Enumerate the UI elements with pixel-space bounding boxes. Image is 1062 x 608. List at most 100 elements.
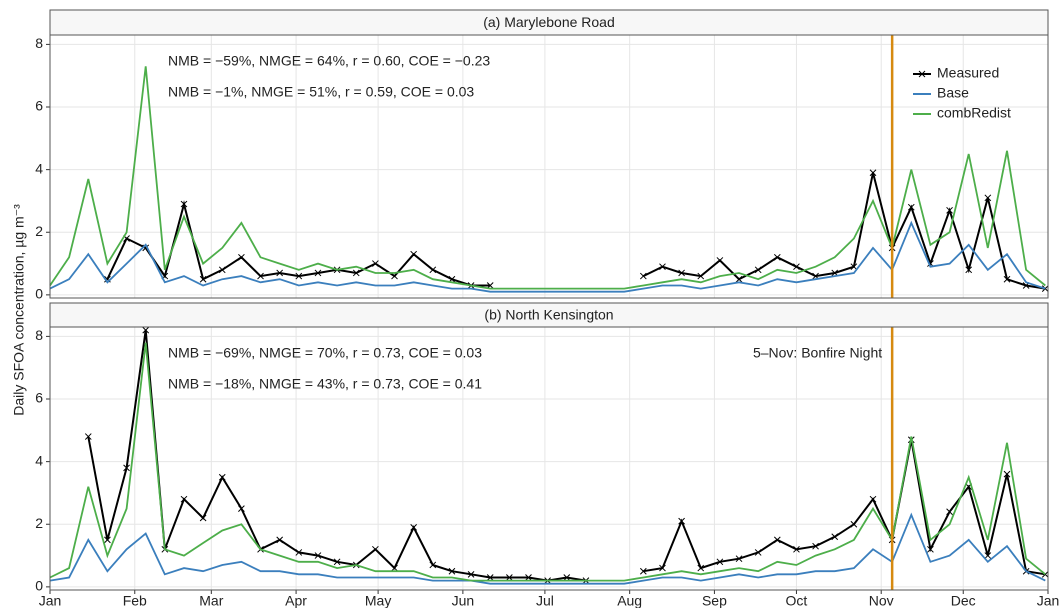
plot-border [49, 34, 1049, 299]
panel-title: (b) North Kensington [484, 307, 613, 323]
stats-annotation: NMB = −59%, NMGE = 64%, r = 0.60, COE = … [168, 53, 490, 69]
x-tick-label: Jul [536, 593, 554, 608]
marker [946, 508, 953, 516]
marker [678, 269, 685, 277]
marker [659, 564, 666, 572]
legend-label: Measured [937, 65, 999, 81]
plot-area [50, 327, 1048, 590]
marker [180, 495, 188, 503]
marker [295, 272, 303, 280]
y-tick-label: 4 [35, 452, 43, 468]
x-tick-label: Aug [617, 593, 642, 608]
marker [84, 433, 92, 440]
marker [238, 253, 245, 261]
stats-annotation: NMB = −69%, NMGE = 70%, r = 0.73, COE = … [168, 345, 482, 361]
marker [793, 545, 800, 553]
marker [754, 266, 762, 274]
marker [257, 272, 264, 280]
series-line [49, 342, 1046, 582]
marker [773, 536, 781, 544]
y-tick-label: 4 [35, 160, 43, 176]
marker [104, 536, 111, 544]
marker [448, 567, 456, 575]
series-line [49, 66, 1046, 290]
marker [391, 564, 398, 572]
marker [372, 260, 379, 267]
stats-annotation: NMB = −1%, NMGE = 51%, r = 0.59, COE = 0… [168, 84, 474, 100]
marker [467, 570, 475, 578]
marker [199, 514, 207, 522]
legend-marker [918, 70, 926, 78]
marker [199, 275, 207, 283]
marker [773, 253, 781, 261]
marker [505, 574, 513, 581]
marker [639, 272, 647, 280]
y-tick-label: 0 [35, 578, 43, 594]
x-tick-label: Jan [1037, 593, 1060, 608]
marker [218, 266, 226, 274]
x-tick-label: Feb [123, 593, 147, 608]
marker [372, 545, 379, 553]
marker [352, 269, 360, 277]
marker [716, 558, 724, 566]
marker [697, 564, 705, 572]
marker [678, 517, 685, 525]
y-tick-label: 8 [35, 327, 43, 343]
y-tick-label: 2 [35, 515, 43, 531]
marker [486, 574, 494, 581]
marker [716, 257, 724, 264]
x-tick-label: Jun [452, 593, 475, 608]
x-tick-label: Apr [285, 593, 307, 608]
event-label: 5–Nov: Bonfire Night [753, 345, 882, 361]
marker [697, 272, 705, 280]
marker [831, 533, 839, 541]
y-tick-label: 8 [35, 35, 43, 51]
y-tick-label: 6 [35, 98, 43, 114]
marker [525, 574, 532, 581]
marker [563, 574, 571, 581]
panel-title: (a) Marylebone Road [483, 14, 615, 30]
marker [276, 536, 284, 544]
y-tick-label: 6 [35, 390, 43, 406]
x-tick-label: Dec [951, 593, 976, 608]
marker [946, 206, 953, 214]
plot-area [50, 35, 1048, 298]
marker [735, 555, 743, 563]
x-tick-label: Sep [702, 593, 727, 608]
stats-annotation: NMB = −18%, NMGE = 43%, r = 0.73, COE = … [168, 376, 482, 392]
marker [276, 269, 284, 277]
marker [984, 552, 992, 559]
series-line [49, 512, 1046, 585]
plot-border [49, 326, 1049, 591]
x-tick-label: Nov [869, 593, 894, 608]
x-tick-label: Jan [39, 593, 62, 608]
marker [1003, 470, 1011, 478]
marker [812, 542, 819, 550]
marker [314, 552, 322, 559]
marker [429, 561, 437, 569]
marker [850, 520, 858, 528]
marker [314, 269, 322, 277]
marker [1003, 275, 1011, 283]
marker [218, 473, 226, 481]
marker [639, 567, 647, 575]
legend-label: Base [937, 85, 969, 101]
marker [410, 250, 418, 258]
marker [391, 272, 398, 280]
marker [850, 263, 858, 271]
marker [965, 266, 973, 274]
marker [984, 194, 992, 202]
marker [333, 558, 341, 566]
marker [410, 524, 418, 531]
panel-strip [49, 302, 1049, 328]
x-tick-label: Mar [199, 593, 223, 608]
marker [295, 549, 303, 556]
marker [907, 203, 915, 211]
marker [238, 505, 245, 512]
marker [927, 545, 934, 553]
legend-label: combRedist [937, 105, 1011, 121]
marker [429, 266, 437, 274]
marker [735, 275, 743, 283]
y-tick-label: 2 [35, 223, 43, 239]
